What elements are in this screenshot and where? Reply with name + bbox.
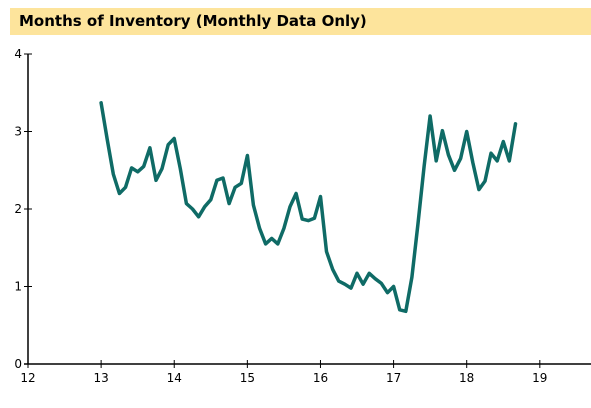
series-line bbox=[99, 101, 518, 314]
x-tick-label: 16 bbox=[313, 371, 328, 385]
y-tick-label: 0 bbox=[14, 357, 22, 371]
chart-title-bar: Months of Inventory (Monthly Data Only) bbox=[10, 8, 591, 35]
x-tick-label: 13 bbox=[93, 371, 108, 385]
x-tick-label: 17 bbox=[386, 371, 401, 385]
y-tick-label: 1 bbox=[14, 280, 22, 294]
x-tick-label: 12 bbox=[20, 371, 35, 385]
x-tick-label: 18 bbox=[459, 371, 474, 385]
y-tick-label: 3 bbox=[14, 125, 22, 139]
chart-title: Months of Inventory (Monthly Data Only) bbox=[19, 12, 367, 30]
x-tick-label: 15 bbox=[240, 371, 255, 385]
y-tick-label: 4 bbox=[14, 47, 22, 61]
x-tick-label: 19 bbox=[532, 371, 547, 385]
chart-plot-area bbox=[99, 101, 518, 314]
chart-axes bbox=[24, 54, 591, 365]
y-tick-label: 2 bbox=[14, 202, 22, 216]
x-tick-label: 14 bbox=[167, 371, 182, 385]
